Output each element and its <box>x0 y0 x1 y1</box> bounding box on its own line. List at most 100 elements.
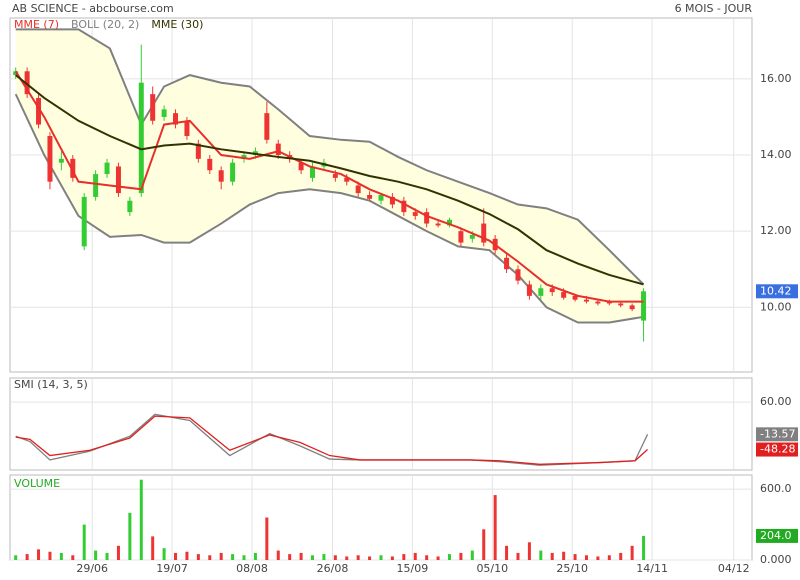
candle-body <box>481 223 487 243</box>
candle-body <box>218 170 224 182</box>
volume-bar <box>562 551 566 560</box>
y-tick-label: 10.00 <box>760 300 792 313</box>
volume-bar <box>539 550 543 560</box>
candle-body <box>207 158 213 171</box>
candle-body <box>298 162 304 171</box>
indicator-line <box>15 415 648 465</box>
candle-body <box>515 269 521 281</box>
volume-bar <box>128 512 132 560</box>
candle-body <box>367 195 373 199</box>
candle-body <box>47 136 53 182</box>
candle-body <box>310 166 316 178</box>
candle-body <box>241 155 247 159</box>
volume-bar <box>82 524 86 560</box>
volume-bar <box>25 554 29 560</box>
candle-body <box>93 174 99 197</box>
panel-title: SMI (14, 3, 5) <box>14 378 88 391</box>
volume-bar <box>71 555 75 560</box>
candle-body <box>127 200 133 213</box>
volume-bar <box>14 555 18 560</box>
volume-bar <box>219 552 223 560</box>
volume-bar <box>425 555 429 560</box>
candle-body <box>161 109 167 117</box>
candle-body <box>401 200 407 213</box>
volume-bar <box>59 552 63 560</box>
candle-body <box>58 158 64 163</box>
candle-body <box>264 113 270 140</box>
x-tick-label: 14/11 <box>636 562 668 575</box>
y-tick-label: 0.000 <box>760 553 792 566</box>
volume-bar <box>333 555 337 560</box>
x-tick-label: 29/06 <box>76 562 108 575</box>
candle-body <box>572 295 578 300</box>
candle-body <box>36 97 42 125</box>
candle-body <box>332 174 338 178</box>
y-tick-label: 12.00 <box>760 224 792 237</box>
volume-bar <box>596 556 600 560</box>
volume-bar <box>322 554 326 560</box>
panel-frame <box>9 474 753 561</box>
last-value-box <box>756 284 798 299</box>
indicator-line <box>15 413 649 466</box>
chart-subtitle: 6 MOIS - JOUR <box>675 2 753 15</box>
volume-bar <box>311 555 315 560</box>
volume-bar <box>174 552 178 560</box>
volume-bar <box>185 551 189 560</box>
panel-frame <box>9 377 753 471</box>
bollinger-lower <box>14 93 644 324</box>
y-tick-label: 16.00 <box>760 72 792 85</box>
volume-bar <box>390 556 394 560</box>
candle-body <box>595 301 601 304</box>
volume-bar <box>345 556 349 560</box>
volume-bar <box>288 554 292 560</box>
bollinger-upper <box>15 28 645 286</box>
last-value-box <box>756 427 798 442</box>
candle-body <box>184 120 190 136</box>
x-tick-label: 04/12 <box>718 562 750 575</box>
last-value-label: 10.42 <box>760 284 792 297</box>
candle-body <box>81 196 87 247</box>
candle-body <box>138 82 144 194</box>
candle-body <box>526 284 532 296</box>
volume-bar <box>208 555 212 560</box>
volume-bar <box>573 554 577 560</box>
volume-bar <box>482 529 486 560</box>
y-tick-label: 60.00 <box>760 395 792 408</box>
candle-body <box>458 231 464 243</box>
volume-bar <box>584 555 588 560</box>
candle-body <box>561 292 567 298</box>
volume-bar <box>470 550 474 560</box>
volume-bar <box>356 555 360 560</box>
volume-bar <box>139 479 143 560</box>
y-tick-label: 600.0 <box>760 482 792 495</box>
legend-entry: MME (30) <box>151 18 203 31</box>
candle-body <box>424 212 430 224</box>
candle-body <box>70 158 76 178</box>
volume-bar <box>436 556 440 560</box>
volume-bar <box>105 552 109 560</box>
volume-bar <box>253 552 257 560</box>
candle-body <box>24 71 30 95</box>
last-value-label: 204.0 <box>760 529 792 542</box>
chart-title: AB SCIENCE - abcbourse.com <box>12 2 174 15</box>
volume-bar <box>379 555 383 560</box>
volume-bar <box>231 554 235 560</box>
volume-bar <box>505 545 509 560</box>
volume-bar <box>116 545 120 560</box>
volume-bar <box>368 556 372 560</box>
candle-body <box>150 94 156 121</box>
legend-entry: BOLL (20, 2) <box>71 18 139 31</box>
last-value-label: -48.28 <box>760 443 795 456</box>
volume-bar <box>630 545 634 560</box>
volume-bar <box>162 548 166 560</box>
volume-bar <box>447 554 451 560</box>
candle-body <box>355 185 361 194</box>
volume-bar <box>493 495 497 560</box>
volume-bar <box>550 552 554 560</box>
candle-body <box>173 113 179 125</box>
candle-body <box>378 195 384 201</box>
candle-body <box>549 288 555 293</box>
y-tick-label: 14.00 <box>760 148 792 161</box>
volume-bar <box>619 552 623 560</box>
